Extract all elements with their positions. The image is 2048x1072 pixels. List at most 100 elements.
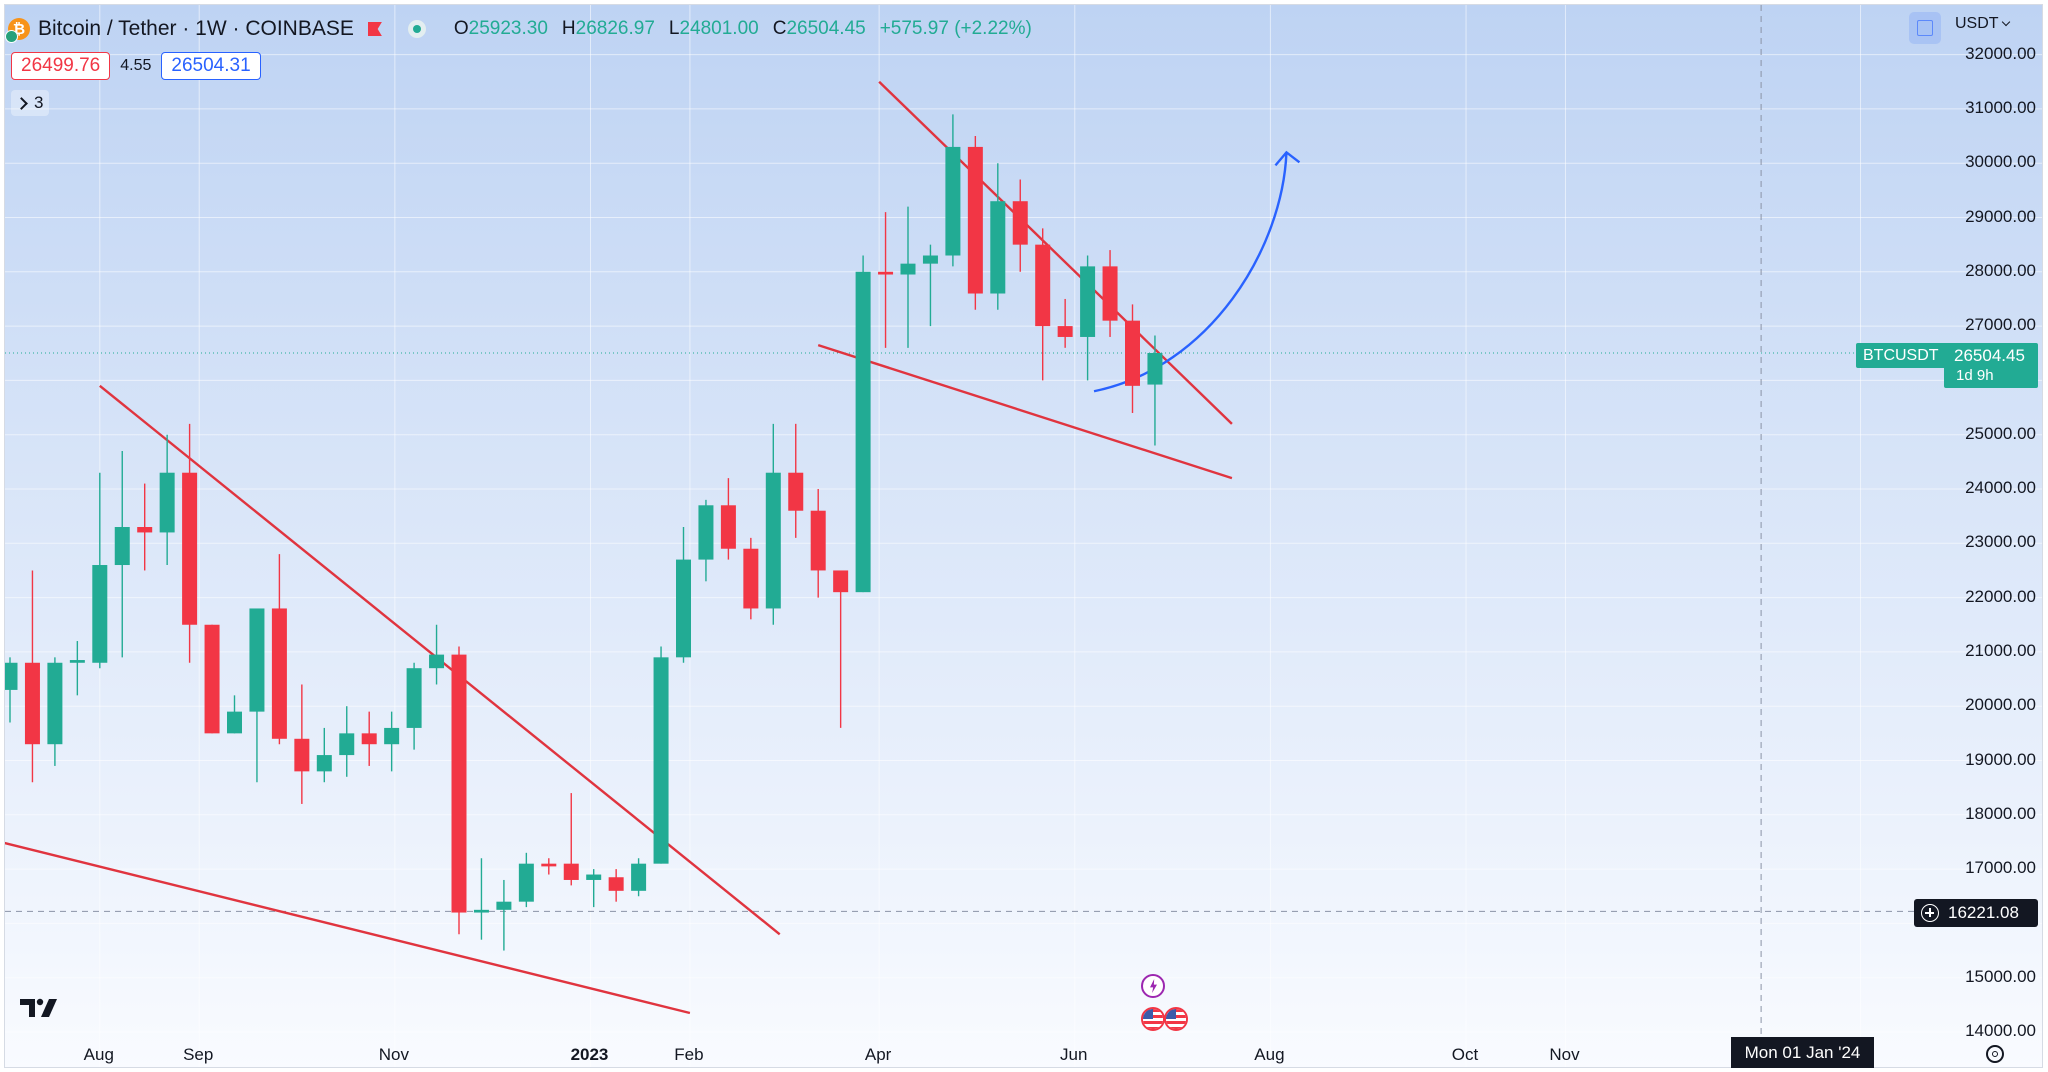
tradingview-logo-icon[interactable] — [20, 996, 60, 1020]
candle-body — [92, 565, 108, 663]
trendline — [878, 80, 1233, 425]
ohlc-low: L24801.00 — [668, 18, 759, 39]
crosshair-price: 16221.08 — [1948, 903, 2019, 922]
symbol-legend[interactable]: ₿ Bitcoin / Tether · 1W · COINBASE O2592… — [5, 14, 1032, 44]
candle-body — [496, 901, 512, 910]
candle-down — [541, 858, 557, 875]
buy-button[interactable]: 26504.31 — [161, 52, 261, 80]
price-tick-label: 19000.00 — [1965, 749, 2036, 769]
grid-lines — [5, 5, 2042, 1067]
candle-body — [451, 654, 467, 913]
candle-body — [833, 570, 849, 593]
crosshair-price-tag[interactable]: 16221.08 — [1914, 899, 2038, 927]
candle-up — [855, 255, 871, 593]
candle-down — [608, 869, 624, 902]
price-tick-label: 18000.00 — [1965, 803, 2036, 823]
candle-up — [1080, 255, 1096, 381]
lightning-event-icon[interactable] — [1141, 974, 1165, 998]
candle-body — [361, 733, 377, 745]
candle-body — [676, 559, 691, 658]
candle-body — [249, 608, 265, 712]
price-tick-label: 28000.00 — [1965, 260, 2036, 280]
plus-icon[interactable] — [1921, 904, 1939, 922]
screenshot-button[interactable] — [1909, 12, 1941, 44]
candle-down — [361, 711, 377, 766]
candle-body — [1012, 201, 1028, 245]
bar-countdown: 1d 9h — [1956, 367, 1994, 384]
price-tick-label: 23000.00 — [1965, 532, 2036, 552]
candle-body — [406, 668, 422, 728]
candle-body — [922, 255, 938, 264]
us-flag-event-icon[interactable] — [1141, 1007, 1165, 1031]
price-tick-label: 27000.00 — [1965, 315, 2036, 335]
candle-body — [698, 505, 714, 560]
sell-button[interactable]: 26499.76 — [11, 52, 111, 80]
candle-body — [24, 662, 40, 745]
candle-up — [316, 727, 332, 783]
symbol-price-tag: BTCUSDT — [1856, 343, 1946, 368]
gear-icon[interactable] — [1986, 1045, 2004, 1063]
candle-body — [967, 146, 983, 294]
time-tick-label: Sep — [183, 1045, 214, 1064]
time-tick-label: 2023 — [570, 1045, 609, 1064]
symbol-title[interactable]: Bitcoin / Tether · 1W · COINBASE — [38, 17, 354, 40]
indicators-toggle[interactable]: 3 — [11, 90, 50, 116]
currency-selector[interactable]: USDT — [1955, 15, 2010, 33]
market-status-icon[interactable] — [407, 20, 426, 38]
trendline — [817, 343, 1233, 480]
candle-up — [159, 434, 175, 566]
ohlc-close: C26504.45 — [772, 18, 866, 39]
candle-body — [743, 548, 759, 609]
candle-up — [114, 450, 130, 658]
candle-body — [631, 863, 647, 891]
time-tick-label: Aug — [1254, 1045, 1285, 1064]
candle-down — [878, 212, 894, 348]
candle-body — [159, 472, 175, 533]
price-tick-label: 30000.00 — [1965, 152, 2036, 172]
candle-down — [182, 423, 198, 663]
ohlc-high: H26826.97 — [561, 18, 655, 39]
price-tick-label: 24000.00 — [1965, 478, 2036, 497]
candle-body — [5, 662, 18, 690]
candle-body — [271, 608, 287, 739]
ohlc-values: O25923.30 H26826.97 L24801.00 C26504.45 … — [454, 18, 1032, 40]
candle-body — [518, 863, 534, 902]
candle-body — [69, 660, 85, 663]
price-chart[interactable] — [5, 5, 2043, 1068]
time-tick-label: Oct — [1451, 1045, 1479, 1064]
candle-body — [1147, 353, 1163, 385]
candle-down — [1057, 298, 1073, 348]
candle-body — [429, 654, 445, 669]
candle-up — [653, 646, 669, 864]
candle-body — [384, 727, 400, 745]
chart-pane[interactable] — [4, 4, 2043, 1068]
us-flag-event-icon[interactable] — [1164, 1007, 1188, 1031]
candle-body — [855, 271, 871, 593]
candle-up — [384, 711, 400, 772]
candle-up — [429, 624, 445, 685]
candle-up — [496, 879, 512, 951]
candle-body — [720, 505, 736, 549]
candle-body — [586, 874, 602, 880]
projection-arrow-head — [1274, 150, 1301, 167]
time-tick-label: Nov — [1549, 1045, 1580, 1064]
candle-up — [765, 423, 781, 625]
price-tick-label: 20000.00 — [1965, 695, 2036, 715]
candle-up — [631, 858, 647, 897]
flag-icon[interactable] — [367, 22, 382, 36]
time-tick-label: Nov — [378, 1045, 409, 1064]
time-tick-label: Apr — [864, 1045, 892, 1064]
time-tick-label: Feb — [674, 1045, 704, 1064]
candle-down — [720, 478, 736, 560]
candle-body — [473, 909, 489, 913]
ohlc-open: O25923.30 — [453, 18, 548, 39]
candle-body — [316, 755, 332, 772]
candle-down — [137, 483, 153, 571]
candle-body — [339, 733, 355, 756]
last-price-tag: 26504.45 1d 9h — [1944, 343, 2038, 388]
crosshair-date-tag: Mon 01 Jan '24 — [1731, 1037, 1874, 1068]
candle-down — [204, 624, 220, 734]
candle-up — [922, 244, 938, 327]
candles-layer — [5, 114, 1163, 951]
candle-body — [114, 527, 130, 566]
